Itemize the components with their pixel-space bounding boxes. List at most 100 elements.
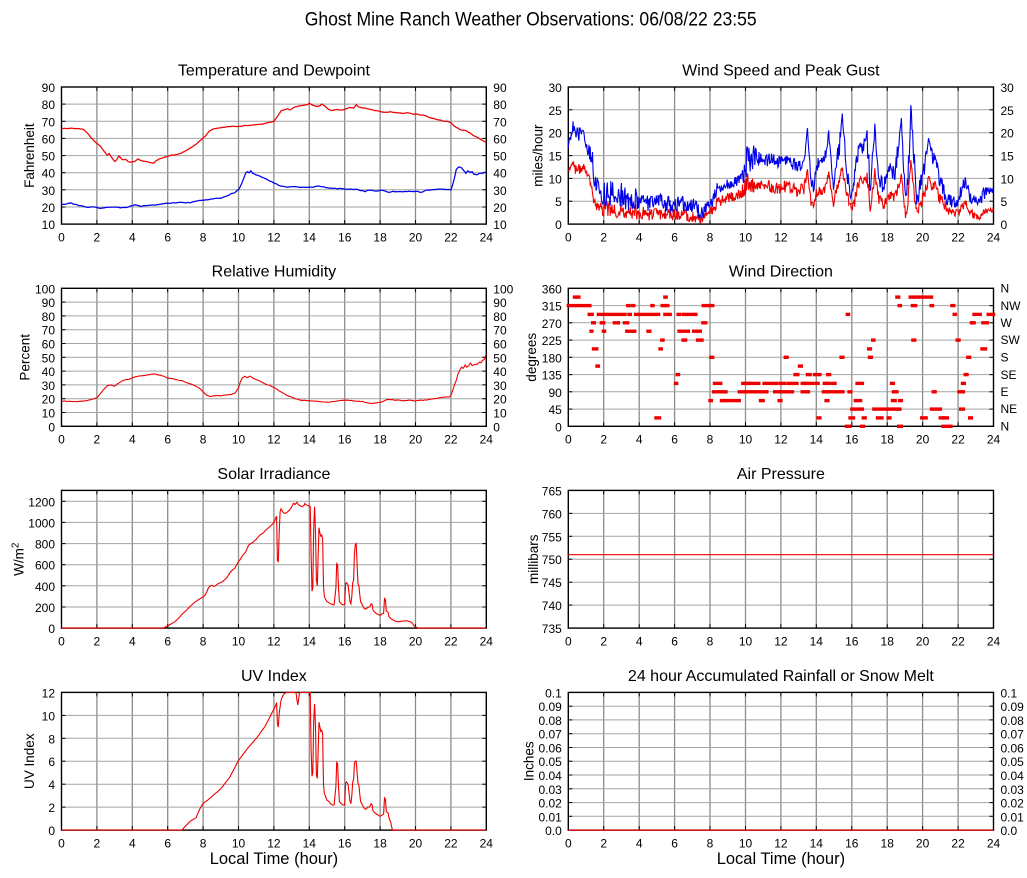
svg-text:6: 6 — [671, 836, 678, 850]
svg-text:100: 100 — [35, 282, 55, 296]
svg-text:18: 18 — [881, 433, 895, 447]
svg-text:Wind Speed and Peak Gust: Wind Speed and Peak Gust — [682, 62, 880, 79]
svg-text:W/m2: W/m2 — [11, 542, 27, 576]
svg-text:miles/hour: miles/hour — [531, 124, 546, 187]
svg-text:12: 12 — [267, 836, 281, 850]
svg-text:0.1: 0.1 — [1001, 686, 1018, 700]
svg-text:8: 8 — [707, 836, 714, 850]
svg-text:360: 360 — [542, 282, 562, 296]
svg-text:24: 24 — [480, 433, 494, 447]
svg-text:16: 16 — [338, 230, 352, 244]
svg-text:270: 270 — [542, 317, 562, 331]
svg-text:4: 4 — [129, 634, 136, 648]
svg-text:20: 20 — [42, 393, 56, 407]
svg-text:10: 10 — [42, 709, 56, 723]
svg-text:Fahrenheit: Fahrenheit — [22, 123, 37, 188]
svg-text:16: 16 — [845, 433, 859, 447]
svg-text:N: N — [1001, 420, 1010, 434]
svg-text:10: 10 — [548, 172, 562, 186]
svg-text:0: 0 — [555, 218, 562, 232]
svg-text:70: 70 — [493, 324, 507, 338]
svg-text:2: 2 — [94, 836, 101, 850]
svg-text:760: 760 — [542, 507, 562, 521]
svg-text:1200: 1200 — [28, 495, 55, 509]
svg-text:4: 4 — [129, 230, 136, 244]
svg-text:0: 0 — [565, 433, 572, 447]
svg-text:30: 30 — [1001, 81, 1015, 95]
svg-text:6: 6 — [671, 634, 678, 648]
svg-text:22: 22 — [444, 634, 458, 648]
svg-text:60: 60 — [493, 338, 507, 352]
svg-text:0.04: 0.04 — [538, 769, 562, 783]
svg-text:5: 5 — [555, 195, 562, 209]
svg-text:60: 60 — [493, 132, 507, 146]
svg-text:10: 10 — [739, 433, 753, 447]
svg-text:0.09: 0.09 — [1001, 700, 1025, 714]
svg-text:10: 10 — [232, 836, 246, 850]
svg-text:4: 4 — [48, 778, 55, 792]
svg-text:20: 20 — [548, 127, 562, 141]
svg-text:Solar Irradiance: Solar Irradiance — [217, 466, 330, 483]
svg-text:20: 20 — [916, 230, 930, 244]
svg-text:Relative Humidity: Relative Humidity — [212, 264, 336, 281]
svg-text:NW: NW — [1001, 299, 1022, 313]
svg-text:0.07: 0.07 — [1001, 728, 1025, 742]
svg-text:14: 14 — [810, 836, 824, 850]
svg-text:30: 30 — [548, 81, 562, 95]
svg-text:0.04: 0.04 — [1001, 769, 1025, 783]
svg-text:22: 22 — [951, 836, 965, 850]
svg-text:24 hour Accumulated Rainfall o: 24 hour Accumulated Rainfall or Snow Mel… — [628, 668, 934, 685]
svg-text:40: 40 — [493, 365, 507, 379]
svg-text:22: 22 — [444, 433, 458, 447]
svg-text:14: 14 — [810, 634, 824, 648]
svg-text:16: 16 — [845, 634, 859, 648]
svg-text:0.05: 0.05 — [1001, 755, 1025, 769]
svg-text:0: 0 — [58, 836, 65, 850]
svg-text:40: 40 — [42, 167, 56, 181]
svg-text:30: 30 — [493, 184, 507, 198]
svg-text:90: 90 — [42, 296, 56, 310]
svg-text:12: 12 — [774, 836, 788, 850]
svg-text:24: 24 — [480, 230, 494, 244]
svg-text:30: 30 — [42, 184, 56, 198]
svg-text:18: 18 — [373, 230, 387, 244]
svg-text:315: 315 — [542, 300, 562, 314]
svg-text:745: 745 — [542, 576, 562, 590]
svg-text:225: 225 — [542, 334, 562, 348]
svg-text:70: 70 — [493, 115, 507, 129]
svg-text:90: 90 — [493, 296, 507, 310]
svg-text:14: 14 — [303, 230, 317, 244]
svg-text:180: 180 — [542, 351, 562, 365]
svg-text:6: 6 — [164, 230, 171, 244]
svg-text:14: 14 — [303, 433, 317, 447]
svg-text:0.01: 0.01 — [538, 810, 562, 824]
svg-text:Wind Direction: Wind Direction — [729, 264, 833, 281]
svg-text:Percent: Percent — [18, 334, 33, 381]
svg-text:45: 45 — [548, 403, 562, 417]
svg-text:10: 10 — [42, 218, 56, 232]
svg-text:6: 6 — [164, 433, 171, 447]
svg-text:50: 50 — [493, 351, 507, 365]
svg-text:0.1: 0.1 — [545, 686, 562, 700]
svg-text:2: 2 — [94, 433, 101, 447]
svg-text:6: 6 — [164, 836, 171, 850]
svg-text:SE: SE — [1001, 368, 1017, 382]
svg-text:18: 18 — [881, 836, 895, 850]
svg-text:10: 10 — [232, 230, 246, 244]
svg-text:20: 20 — [409, 634, 423, 648]
svg-text:15: 15 — [1001, 150, 1015, 164]
svg-text:Inches: Inches — [522, 741, 537, 781]
svg-text:0: 0 — [48, 824, 55, 838]
svg-text:0: 0 — [565, 634, 572, 648]
svg-text:20: 20 — [409, 230, 423, 244]
svg-text:60: 60 — [42, 132, 56, 146]
svg-text:10: 10 — [232, 433, 246, 447]
svg-text:Local Time (hour): Local Time (hour) — [717, 850, 845, 868]
svg-text:14: 14 — [303, 634, 317, 648]
svg-text:18: 18 — [881, 230, 895, 244]
svg-text:800: 800 — [35, 538, 55, 552]
svg-text:14: 14 — [303, 836, 317, 850]
svg-text:90: 90 — [493, 81, 507, 95]
svg-text:12: 12 — [42, 686, 56, 700]
svg-text:18: 18 — [373, 836, 387, 850]
